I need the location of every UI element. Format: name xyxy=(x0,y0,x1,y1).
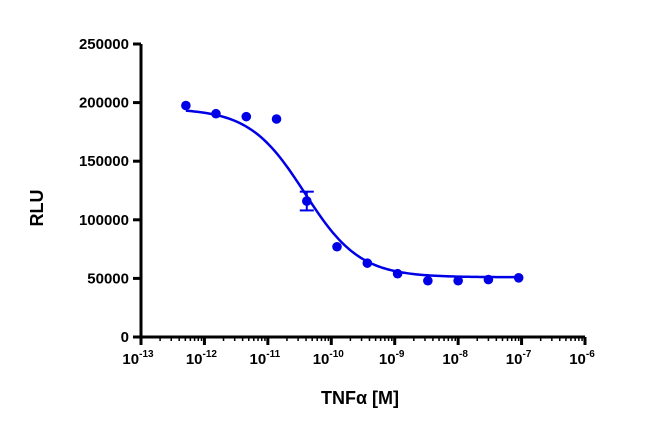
y-tick-label: 150000 xyxy=(79,153,129,170)
data-point xyxy=(453,275,463,286)
data-point xyxy=(271,114,282,124)
y-tick-label: 50000 xyxy=(87,270,129,287)
y-axis-title: RLU xyxy=(27,190,47,227)
x-tick-label: 10-13 xyxy=(122,349,154,368)
x-tick-label: 10-6 xyxy=(569,349,595,368)
y-axis: 0 50000 100000 150000 200000 250000 xyxy=(79,36,143,346)
data-point xyxy=(423,275,433,286)
x-tick-label: 10-11 xyxy=(250,349,281,368)
data-point xyxy=(392,268,403,279)
x-tick-label: 10-9 xyxy=(379,349,405,368)
data-point xyxy=(483,274,494,285)
y-tick-label: 250000 xyxy=(79,36,129,53)
y-tick-label: 0 xyxy=(121,329,129,346)
data-point xyxy=(211,108,221,119)
data-point xyxy=(241,111,252,122)
y-tick-label: 100000 xyxy=(79,212,129,229)
data-point xyxy=(362,258,373,268)
x-tick-label: 10-8 xyxy=(442,349,468,368)
data-point xyxy=(513,273,524,283)
x-axis: 10-13 10-12 10-11 10-10 10-9 10-8 10-7 10-6 xyxy=(122,335,595,368)
data-point xyxy=(332,241,342,252)
y-tick-label: 200000 xyxy=(79,95,129,112)
data-point xyxy=(301,196,312,206)
plot-area xyxy=(181,100,524,286)
x-tick-label: 10-10 xyxy=(313,349,345,368)
fit-curve xyxy=(185,109,519,279)
x-tick-label: 10-12 xyxy=(186,349,218,368)
x-tick-label: 10-7 xyxy=(506,349,532,368)
data-point xyxy=(181,100,191,111)
x-axis-title: TNFα [M] xyxy=(321,388,399,408)
